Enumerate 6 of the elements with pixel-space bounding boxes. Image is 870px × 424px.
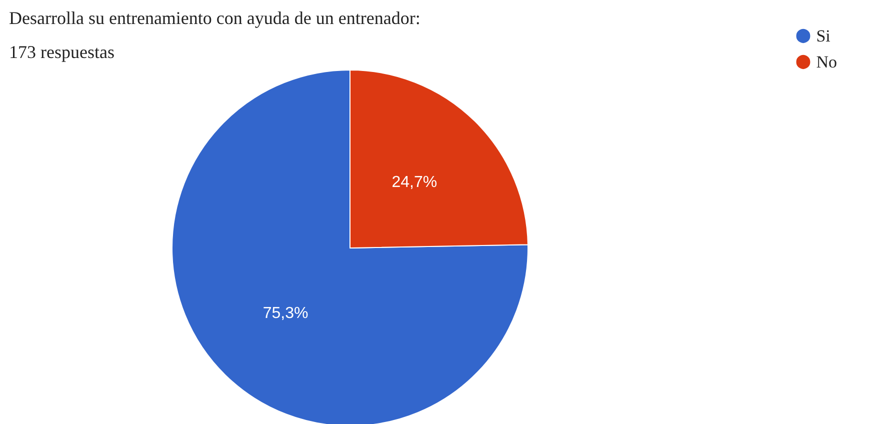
legend-label: Si <box>816 26 831 46</box>
data-label: 24,7% <box>392 174 438 191</box>
legend-label: No <box>816 52 838 72</box>
data-label: 75,3% <box>262 305 308 322</box>
chart-title: Desarrolla su entrenamiento con ayuda de un entrenador: <box>9 8 420 28</box>
text: 173 respuestas <box>9 42 114 62</box>
